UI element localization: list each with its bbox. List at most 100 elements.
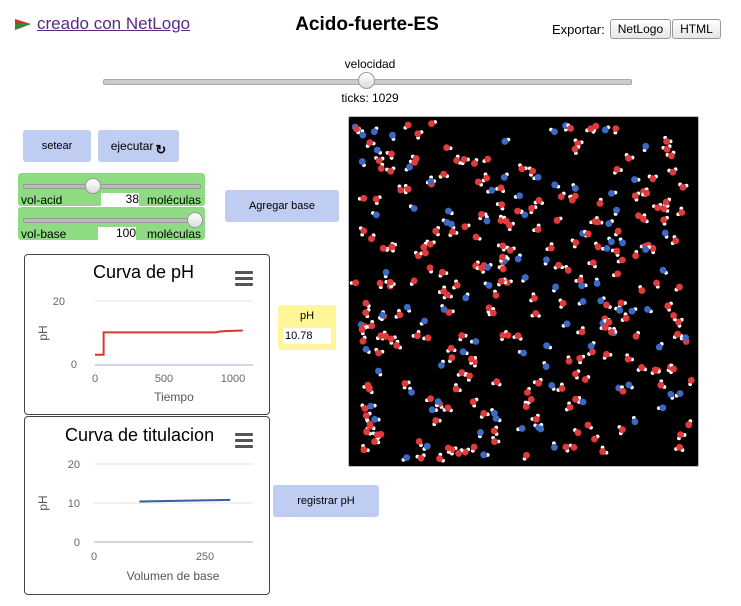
- acid-molecule: [518, 163, 528, 173]
- acid-molecule: [438, 170, 450, 179]
- titration-plot-menu-icon[interactable]: [235, 433, 253, 448]
- acid-molecule: [545, 242, 555, 252]
- setup-button[interactable]: setear: [23, 130, 91, 162]
- acid-molecule: [362, 307, 371, 319]
- acid-molecule: [612, 125, 620, 135]
- acid-molecule: [426, 264, 434, 274]
- acid-molecule: [674, 443, 685, 452]
- base-molecule: [618, 237, 627, 247]
- acid-molecule: [678, 182, 689, 191]
- base-molecule: [437, 359, 445, 369]
- acid-molecule: [478, 211, 488, 221]
- acid-molecule: [469, 397, 479, 408]
- base-molecule: [548, 381, 556, 391]
- acid-molecule: [572, 395, 582, 403]
- tit-ytick-0: 0: [74, 537, 80, 549]
- acid-molecule: [436, 452, 445, 463]
- vol-base-value[interactable]: 100: [98, 227, 136, 240]
- base-molecule: [661, 229, 669, 239]
- go-button[interactable]: ejecutar ↻: [98, 130, 179, 162]
- vol-acid-slider[interactable]: vol-acid 38 moléculas: [18, 173, 205, 207]
- acid-molecule: [438, 268, 449, 278]
- base-molecule: [613, 206, 620, 216]
- acid-molecule: [497, 265, 507, 273]
- acid-molecule: [632, 331, 641, 340]
- acid-molecule: [428, 120, 438, 128]
- vol-acid-track[interactable]: [23, 184, 201, 189]
- acid-molecule: [610, 247, 621, 257]
- acid-molecule: [487, 307, 497, 317]
- base-molecule: [408, 204, 418, 212]
- acid-molecule: [522, 451, 530, 461]
- base-molecule: [367, 402, 377, 410]
- base-molecule: [532, 173, 542, 181]
- export-netlogo-button[interactable]: NetLogo: [609, 19, 672, 39]
- base-molecule: [358, 158, 366, 168]
- acid-molecule: [669, 363, 677, 374]
- acid-molecule: [677, 431, 687, 441]
- vol-base-unit: moléculas: [146, 227, 201, 241]
- tit-xtick-250: 250: [196, 551, 214, 563]
- world-view[interactable]: [348, 116, 699, 467]
- acid-molecule: [620, 312, 630, 322]
- base-molecule: [373, 146, 383, 155]
- acid-molecule: [446, 344, 457, 353]
- acid-molecule: [614, 227, 622, 237]
- acid-molecule: [432, 226, 441, 237]
- speed-slider-thumb[interactable]: [358, 72, 375, 89]
- acid-molecule: [652, 202, 663, 212]
- ph-monitor: pH 10.78: [278, 305, 336, 350]
- base-molecule: [549, 127, 558, 136]
- base-molecule: [659, 266, 668, 275]
- acid-molecule: [650, 366, 661, 375]
- acid-molecule: [675, 317, 684, 328]
- acid-molecule: [631, 191, 641, 202]
- credit-link[interactable]: creado con NetLogo: [37, 14, 191, 33]
- base-molecule: [389, 131, 396, 141]
- acid-molecule: [362, 299, 371, 308]
- export-label: Exportar:: [552, 21, 605, 37]
- acid-molecule: [401, 380, 411, 390]
- base-molecule: [656, 404, 667, 412]
- base-molecule: [608, 189, 618, 197]
- acid-molecule: [491, 435, 501, 446]
- ph-plot-menu-icon[interactable]: [235, 271, 253, 286]
- vol-base-track[interactable]: [23, 218, 201, 223]
- acid-molecule: [387, 335, 397, 345]
- acid-molecule: [448, 354, 456, 364]
- base-molecule: [516, 425, 526, 432]
- acid-molecule: [408, 158, 419, 166]
- acid-molecule: [474, 178, 484, 187]
- acid-molecule: [612, 270, 622, 278]
- acid-molecule: [636, 363, 647, 372]
- acid-molecule: [526, 396, 535, 405]
- base-molecule: [379, 311, 386, 322]
- acid-molecule: [492, 289, 500, 299]
- acid-molecule: [366, 319, 376, 330]
- acid-molecule: [422, 334, 432, 342]
- base-molecule: [490, 408, 498, 417]
- acid-molecule: [374, 347, 385, 357]
- vol-base-slider[interactable]: vol-base 100 moléculas: [18, 207, 205, 241]
- ticks-counter: ticks: 1029: [341, 91, 399, 105]
- base-molecule: [571, 183, 579, 192]
- acid-molecule: [409, 277, 418, 286]
- acid-molecule: [425, 395, 435, 403]
- export-html-button[interactable]: HTML: [672, 19, 721, 39]
- vol-acid-value[interactable]: 38: [101, 193, 139, 206]
- vol-base-thumb[interactable]: [187, 212, 203, 228]
- acid-molecule: [571, 145, 581, 155]
- acid-molecule: [453, 154, 462, 165]
- tit-yaxis-title: pH: [36, 495, 50, 510]
- acid-molecule: [415, 438, 423, 448]
- netlogo-credit[interactable]: creado con NetLogo: [13, 14, 190, 34]
- base-molecule: [459, 348, 469, 356]
- acid-molecule: [566, 123, 574, 132]
- acid-molecule: [358, 325, 368, 336]
- record-ph-button[interactable]: registrar pH: [273, 485, 379, 517]
- netlogo-logo-icon: [15, 19, 31, 30]
- acid-molecule: [553, 216, 563, 224]
- add-base-button[interactable]: Agregar base: [225, 190, 339, 222]
- acid-molecule: [557, 191, 566, 201]
- vol-acid-thumb[interactable]: [85, 178, 101, 194]
